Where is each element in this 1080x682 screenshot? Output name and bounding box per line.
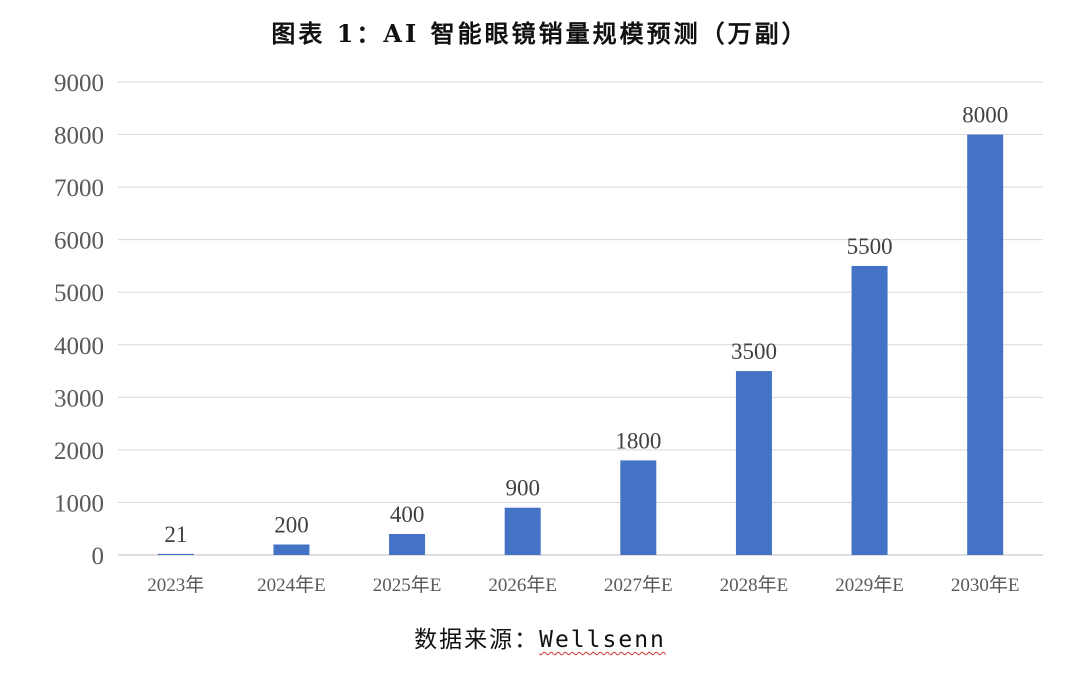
data-label: 200: [274, 512, 309, 537]
y-tick-label: 7000: [54, 175, 104, 202]
bar: [620, 460, 657, 555]
y-tick-label: 0: [92, 543, 105, 570]
bar: [504, 507, 541, 555]
x-tick-label: 2028年E: [720, 574, 789, 596]
x-tick-label: 2027年E: [604, 574, 673, 596]
bar: [389, 533, 426, 555]
bar-chart: 0 1000 2000 3000 4000 5000 6000 7000 8000 9000 21…: [54, 70, 1043, 596]
data-label: 21: [164, 522, 187, 547]
y-tick-label: 8000: [54, 123, 104, 150]
data-label: 3500: [731, 339, 777, 364]
y-tick-label: 9000: [54, 70, 104, 97]
bars: [157, 134, 1004, 556]
y-tick-label: 1000: [54, 490, 104, 517]
bar: [851, 265, 888, 555]
data-source-prefix: 数据来源：: [414, 627, 540, 653]
y-tick-label: 2000: [54, 438, 104, 465]
bar: [157, 553, 194, 555]
x-tick-label: 2029年E: [835, 574, 904, 596]
x-axis-tick-labels: 2023年 2024年E 2025年E 2026年E 2027年E 2028年E 2029年…: [147, 574, 1019, 596]
y-tick-label: 3000: [54, 385, 104, 412]
y-tick-label: 6000: [54, 228, 104, 255]
bar: [967, 134, 1004, 556]
bar: [273, 544, 310, 555]
gridlines: [118, 81, 1043, 556]
y-axis-tick-labels: 0 1000 2000 3000 4000 5000 6000 7000 8000 9000: [54, 70, 104, 570]
data-label: 8000: [962, 103, 1008, 128]
x-tick-label: 2023年: [147, 574, 204, 596]
y-tick-label: 5000: [54, 280, 104, 307]
data-label: 900: [505, 476, 540, 501]
bar: [735, 371, 772, 555]
data-label: 5500: [847, 234, 893, 259]
data-source: 数据来源：Wellsenn: [0, 620, 1080, 654]
chart-title: 图表 1：AI 智能眼镜销量规模预测（万副）: [271, 19, 809, 48]
x-tick-label: 2024年E: [257, 574, 326, 596]
data-label: 400: [390, 502, 425, 527]
data-label: 1800: [615, 428, 661, 453]
data-source-name: Wellsenn: [539, 627, 666, 653]
data-labels: 21 200 400 900 1800 3500 5500 8000: [164, 103, 1008, 547]
y-tick-label: 4000: [54, 333, 104, 360]
x-tick-label: 2026年E: [488, 574, 557, 596]
x-tick-label: 2030年E: [951, 574, 1020, 596]
x-tick-label: 2025年E: [373, 574, 442, 596]
